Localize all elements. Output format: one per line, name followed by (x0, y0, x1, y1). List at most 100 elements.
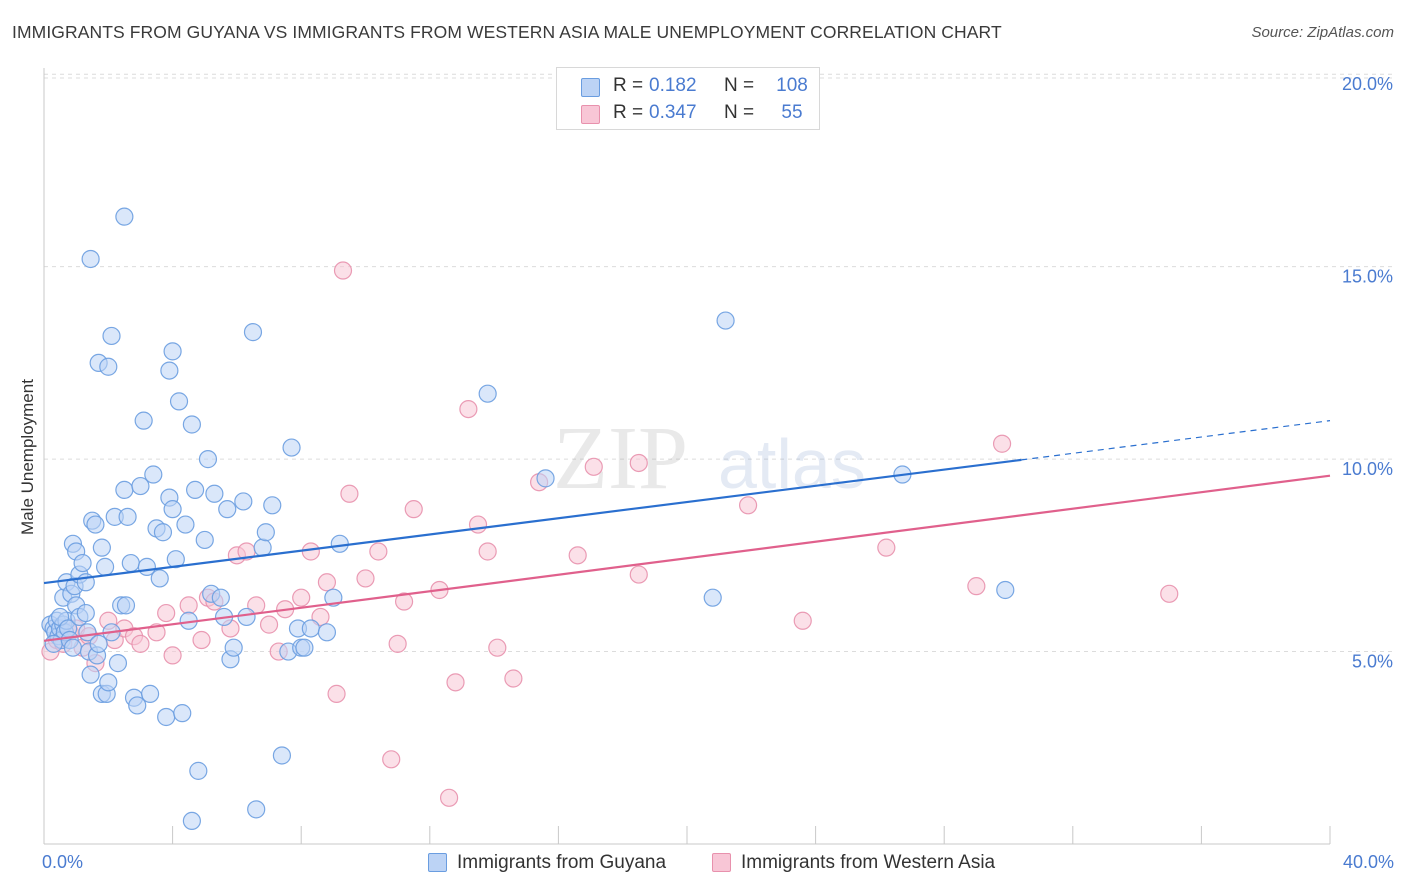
data-point (247, 800, 266, 819)
data-point (584, 457, 603, 476)
chart-title: IMMIGRANTS FROM GUYANA VS IMMIGRANTS FRO… (12, 22, 1002, 42)
data-point (468, 515, 488, 534)
data-point (404, 500, 423, 519)
data-point (179, 596, 198, 615)
data-point (629, 565, 648, 584)
series-guyana-points (41, 207, 1015, 831)
data-point (166, 550, 185, 569)
data-point (263, 496, 282, 515)
data-point (292, 588, 311, 607)
watermark-atlas: atlas (718, 425, 866, 503)
data-point (140, 684, 160, 703)
y-tick-label: 10.0% (1342, 459, 1393, 479)
data-point (86, 515, 105, 534)
data-point (504, 669, 523, 688)
data-point (147, 623, 166, 642)
data-point (478, 542, 497, 561)
data-point (186, 480, 205, 500)
data-point (211, 588, 230, 607)
data-point (356, 569, 375, 588)
data-point (237, 607, 256, 627)
trend-lines (43, 420, 1331, 642)
legend-r-label: R = (613, 75, 644, 96)
data-point (967, 577, 986, 596)
bottom-legend-swatch-guyana (428, 853, 447, 872)
source-credit: Source: ZipAtlas.com (1251, 24, 1394, 41)
data-point (703, 588, 722, 607)
data-point (253, 538, 272, 557)
data-point (205, 484, 224, 503)
data-point (76, 603, 95, 623)
data-point (153, 523, 173, 542)
data-point (63, 638, 83, 657)
data-point (157, 707, 176, 727)
series-western-asia-points (41, 261, 1179, 807)
data-point (282, 438, 301, 457)
data-point (95, 557, 115, 576)
data-point (150, 569, 169, 588)
legend-n-label: N = (724, 75, 755, 96)
data-point (189, 761, 208, 780)
data-point (195, 530, 214, 550)
data-point (439, 788, 459, 807)
x-tick-label-min: 0.0% (42, 852, 84, 872)
data-point (115, 480, 134, 500)
data-point (121, 553, 140, 573)
data-point (81, 665, 100, 684)
watermark: ZIP atlas (553, 409, 866, 508)
legend-n-value: 108 (776, 75, 808, 96)
data-point (793, 611, 812, 630)
data-point (382, 750, 401, 769)
data-point (131, 634, 150, 653)
data-point (536, 469, 555, 488)
data-point (169, 392, 189, 411)
data-point (144, 465, 163, 484)
y-axis-label: Male Unemployment (18, 379, 37, 535)
data-point (99, 673, 118, 692)
legend-r-value: 0.182 (649, 75, 697, 96)
data-point (317, 573, 337, 592)
data-point (176, 515, 195, 534)
watermark-zip: ZIP (553, 409, 688, 508)
data-point (224, 638, 243, 657)
data-point (1160, 584, 1179, 603)
x-ticks (172, 826, 1331, 844)
data-point (99, 357, 118, 376)
bottom-legend-label-guyana: Immigrants from Guyana (457, 852, 667, 873)
legend-n-value: 55 (781, 102, 803, 123)
data-point (81, 249, 100, 269)
data-point (301, 619, 320, 638)
legend-r-label: R = (613, 102, 644, 123)
data-point (877, 538, 896, 557)
data-point (459, 399, 478, 419)
data-point (488, 638, 507, 657)
data-point (388, 634, 407, 653)
y-tick-labels: 5.0% 10.0% 15.0% 20.0% (1342, 74, 1393, 671)
data-point (478, 384, 497, 403)
data-point (340, 484, 359, 503)
data-point (192, 630, 211, 650)
y-tick-label: 15.0% (1342, 267, 1393, 287)
x-tick-label-max: 40.0% (1342, 852, 1394, 872)
correlation-legend: R = 0.182 N = 108 R = 0.347 N = 55 (556, 67, 820, 130)
data-point (738, 496, 758, 515)
data-point (163, 342, 182, 361)
data-point (996, 580, 1015, 600)
data-point (301, 542, 320, 561)
data-point (324, 588, 343, 607)
data-point (118, 507, 137, 526)
legend-n-label: N = (724, 102, 755, 123)
data-point (182, 415, 201, 434)
y-tick-label: 20.0% (1342, 74, 1393, 94)
data-point (218, 500, 237, 519)
data-point (92, 538, 111, 557)
data-point (256, 523, 275, 542)
data-point (234, 492, 253, 511)
grid-lines (44, 73, 1392, 653)
data-point (330, 534, 349, 553)
data-point (259, 615, 279, 634)
data-point (89, 634, 108, 653)
data-point (160, 361, 179, 380)
data-point (333, 261, 353, 280)
